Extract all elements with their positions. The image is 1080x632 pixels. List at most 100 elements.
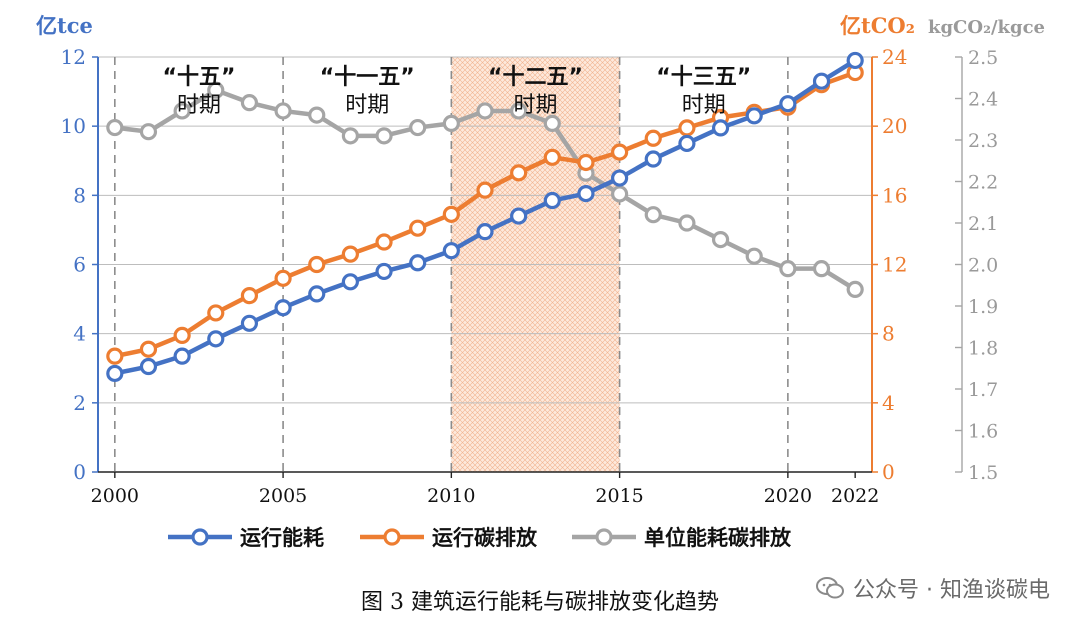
series-1-point (106, 347, 124, 365)
series-2-point (207, 81, 225, 99)
series-0-point (644, 150, 662, 168)
series-0-point (341, 273, 359, 291)
series-2-point (644, 206, 662, 224)
series-2-point (375, 127, 393, 145)
left-tick-label: 4 (73, 322, 86, 346)
right1-axis-unit: 亿tCO₂ (840, 13, 915, 38)
series-0-point (240, 314, 259, 332)
wechat-icon (816, 577, 845, 599)
right1-tick-label: 24 (882, 45, 907, 69)
right2-tick-label: 2.4 (968, 89, 998, 111)
series-0-point (745, 107, 763, 125)
x-tick-label: 2020 (764, 485, 812, 507)
series-1-point (611, 143, 629, 161)
series-0-point (409, 254, 427, 272)
right1-tick-label: 12 (882, 253, 907, 277)
series-1-point (308, 255, 326, 274)
series-2-point (745, 247, 763, 265)
right2-tick-label: 2.3 (968, 130, 998, 152)
period-label-2: “十二五” (488, 65, 583, 90)
series-0-point (308, 285, 326, 303)
figure-caption: 图 3 建筑运行能耗与碳排放变化趋势 (361, 590, 719, 615)
right1-tick-label: 0 (882, 460, 895, 484)
right1-tick-label: 20 (882, 114, 907, 138)
series-2-point (846, 280, 864, 298)
series-0-point (711, 119, 730, 137)
left-tick-label: 8 (73, 183, 86, 207)
right2-tick-label: 2.5 (968, 47, 998, 69)
right2-tick-label: 2.0 (968, 255, 998, 277)
series-1-point (644, 129, 662, 147)
series-0-point (812, 72, 831, 90)
series-2-point (678, 214, 696, 232)
series-0-point (375, 262, 393, 281)
x-tick-label: 2022 (831, 485, 879, 507)
right2-tick-label: 1.9 (968, 296, 998, 318)
series-0-point (139, 357, 158, 376)
x-tick-label: 2005 (259, 485, 307, 507)
left-tick-label: 10 (61, 114, 86, 138)
series-0-point (442, 242, 460, 260)
right1-tick-label: 8 (882, 322, 895, 346)
series-2-point (476, 102, 494, 120)
period-label-3: “十三五” (656, 65, 751, 90)
left-tick-label: 0 (73, 460, 86, 484)
period-label-1: “十一五” (320, 65, 415, 90)
series-2-point (409, 118, 427, 137)
legend-label-1: 运行碳排放 (432, 526, 538, 550)
right1-tick-label: 16 (882, 183, 907, 207)
series-2-point (812, 260, 831, 278)
right2-tick-label: 1.6 (968, 421, 998, 443)
series-1-point (240, 287, 259, 305)
series-0-point (846, 51, 864, 70)
series-1-point (543, 148, 561, 166)
series-1-point (375, 233, 393, 251)
series-0-point (678, 134, 696, 153)
series-2-point (106, 118, 124, 137)
series-0-point (543, 191, 561, 210)
period-sublabel-2: 时期 (513, 93, 557, 118)
series-0-point (476, 223, 494, 241)
series-1-point (678, 119, 696, 137)
series-2-point (543, 114, 561, 133)
series-2-point (442, 114, 460, 133)
series-1-point (139, 340, 158, 358)
legend-marker-2 (595, 528, 613, 546)
series-2-point (711, 231, 730, 249)
right2-tick-label: 1.5 (968, 462, 998, 484)
legend-label-0: 运行能耗 (240, 526, 324, 550)
left-tick-label: 2 (73, 391, 86, 415)
series-2-point (611, 185, 629, 203)
series-1-point (409, 219, 427, 237)
left-axis-unit: 亿tce (36, 13, 93, 38)
period-label-0: “十五” (162, 65, 235, 90)
series-1-point (173, 326, 191, 344)
series-2-point (274, 102, 292, 120)
series-2-point (139, 123, 158, 141)
series-1-point (341, 245, 359, 263)
series-2-point (240, 94, 259, 112)
right2-tick-label: 1.8 (968, 338, 998, 360)
series-1-point (274, 269, 292, 287)
series-1-point (442, 205, 460, 223)
series-1-point (577, 153, 595, 172)
right2-tick-label: 2.1 (968, 213, 998, 235)
series-0-point (207, 330, 225, 348)
series-2-point (510, 102, 528, 120)
series-0-point (106, 364, 124, 383)
series-1-point (207, 304, 225, 322)
series-2-point (308, 106, 326, 124)
series-1-point (476, 181, 494, 199)
period-sublabel-3: 时期 (682, 93, 726, 118)
right2-axis-unit: kgCO₂/kgce (928, 17, 1045, 38)
series-2-point (779, 260, 797, 278)
series-1-point (510, 164, 528, 182)
series-2-point (173, 102, 191, 120)
series-0-point (577, 185, 595, 203)
legend-marker-0 (191, 528, 209, 546)
series-0-point (510, 207, 528, 225)
watermark-text: 公众号 · 知渔谈碳电 (853, 578, 1050, 603)
x-tick-label: 2010 (427, 485, 475, 507)
x-tick-label: 2015 (595, 485, 643, 507)
